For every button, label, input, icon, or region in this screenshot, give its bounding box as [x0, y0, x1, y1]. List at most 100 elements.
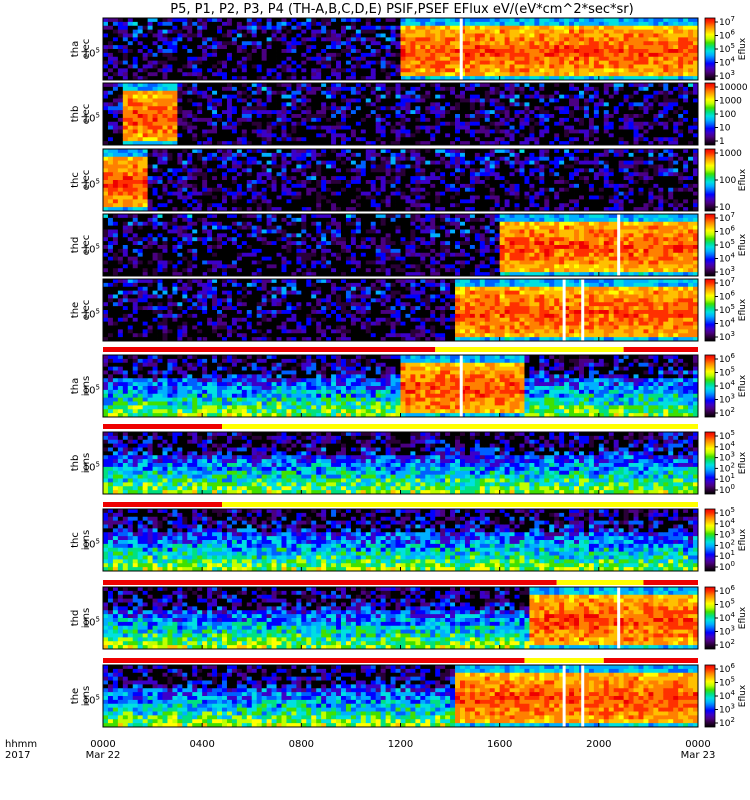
heat-cell	[336, 129, 342, 134]
heat-cell	[222, 49, 228, 54]
heat-cell	[420, 176, 426, 181]
heat-cell	[331, 121, 337, 127]
heat-cell	[261, 114, 268, 119]
heat-cell	[177, 141, 183, 146]
heat-cell	[107, 141, 114, 146]
heat-cell	[137, 125, 144, 130]
heat-cell	[653, 68, 659, 73]
heat-cell	[519, 114, 525, 119]
heat-cell	[430, 106, 436, 111]
heat-cell	[693, 64, 699, 69]
heat-cell	[618, 29, 625, 34]
heat-cell	[693, 114, 699, 119]
heat-cell	[162, 149, 168, 154]
heat-cell	[628, 18, 634, 23]
heat-cell	[464, 83, 471, 88]
heat-cell	[400, 149, 406, 154]
heat-cell	[281, 41, 287, 46]
heat-cell	[147, 168, 153, 173]
heat-cell	[375, 64, 382, 69]
heat-cell	[107, 172, 114, 177]
heat-cell	[281, 207, 287, 212]
heat-cell	[365, 141, 372, 146]
heat-cell	[360, 187, 367, 193]
heat-cell	[539, 83, 545, 88]
heat-cell	[544, 56, 550, 62]
heat-cell	[559, 18, 565, 23]
heat-cell	[326, 102, 332, 107]
heat-cell	[514, 18, 520, 23]
heat-cell	[137, 195, 144, 200]
heat-cell	[103, 129, 109, 134]
heat-cell	[162, 98, 168, 103]
heat-cell	[653, 33, 659, 38]
heat-cell	[157, 121, 163, 127]
heat-cell	[499, 129, 506, 134]
heat-cell	[152, 49, 158, 54]
heat-cell	[464, 102, 471, 107]
heat-cell	[365, 191, 372, 196]
heat-cell	[207, 203, 213, 208]
heat-cell	[276, 141, 282, 146]
heat-cell	[117, 156, 124, 162]
heat-cell	[375, 114, 382, 119]
heat-cell	[593, 110, 600, 115]
heat-cell	[192, 102, 198, 107]
heat-cell	[345, 102, 352, 107]
heat-cell	[375, 164, 382, 169]
heat-cell	[355, 29, 362, 34]
heat-cell	[212, 72, 218, 77]
heat-cell	[326, 29, 332, 34]
heat-cell	[430, 187, 436, 193]
heat-cell	[137, 33, 144, 38]
heat-cell	[212, 18, 218, 23]
heat-cell	[633, 52, 639, 58]
heat-cell	[405, 90, 411, 96]
heat-cell	[569, 110, 575, 115]
heat-cell	[688, 86, 694, 92]
heat-cell	[663, 45, 669, 50]
heat-cell	[390, 21, 396, 27]
heat-cell	[187, 110, 193, 115]
heat-cell	[440, 176, 446, 181]
heat-cell	[628, 141, 634, 146]
heat-cell	[331, 164, 337, 169]
heat-cell	[341, 164, 347, 169]
heat-cell	[400, 106, 406, 111]
heat-cell	[579, 52, 585, 58]
heat-cell	[112, 203, 119, 208]
heat-cell	[286, 176, 292, 181]
heat-cell	[564, 64, 570, 69]
heat-cell	[147, 18, 153, 23]
heat-cell	[658, 94, 664, 99]
heat-cell	[395, 168, 401, 173]
heat-cell	[226, 110, 233, 115]
heat-cell	[256, 203, 263, 208]
heat-cell	[593, 64, 600, 69]
heat-cell	[122, 25, 129, 31]
heat-cell	[331, 90, 337, 96]
heat-cell	[167, 176, 173, 181]
heat-cell	[663, 18, 669, 23]
heat-cell	[529, 106, 535, 111]
colorbar-label-text: Eflux	[738, 37, 748, 60]
heat-cell	[256, 64, 263, 69]
heat-cell	[494, 86, 501, 92]
heat-cell	[192, 180, 198, 185]
heat-cell	[390, 114, 396, 119]
heat-cell	[231, 156, 238, 162]
heat-cell	[286, 180, 292, 185]
heat-cell	[469, 141, 476, 146]
heat-cell	[132, 83, 139, 88]
heat-cell	[365, 129, 372, 134]
heat-cell	[688, 41, 694, 46]
heat-cell	[296, 56, 302, 62]
heat-cell	[564, 86, 570, 92]
heat-cell	[241, 41, 248, 46]
heat-cell	[132, 164, 139, 169]
heat-cell	[197, 164, 203, 169]
heat-cell	[400, 187, 406, 193]
heat-cell	[137, 187, 144, 193]
heat-cell	[613, 60, 620, 65]
heat-cell	[380, 114, 387, 119]
